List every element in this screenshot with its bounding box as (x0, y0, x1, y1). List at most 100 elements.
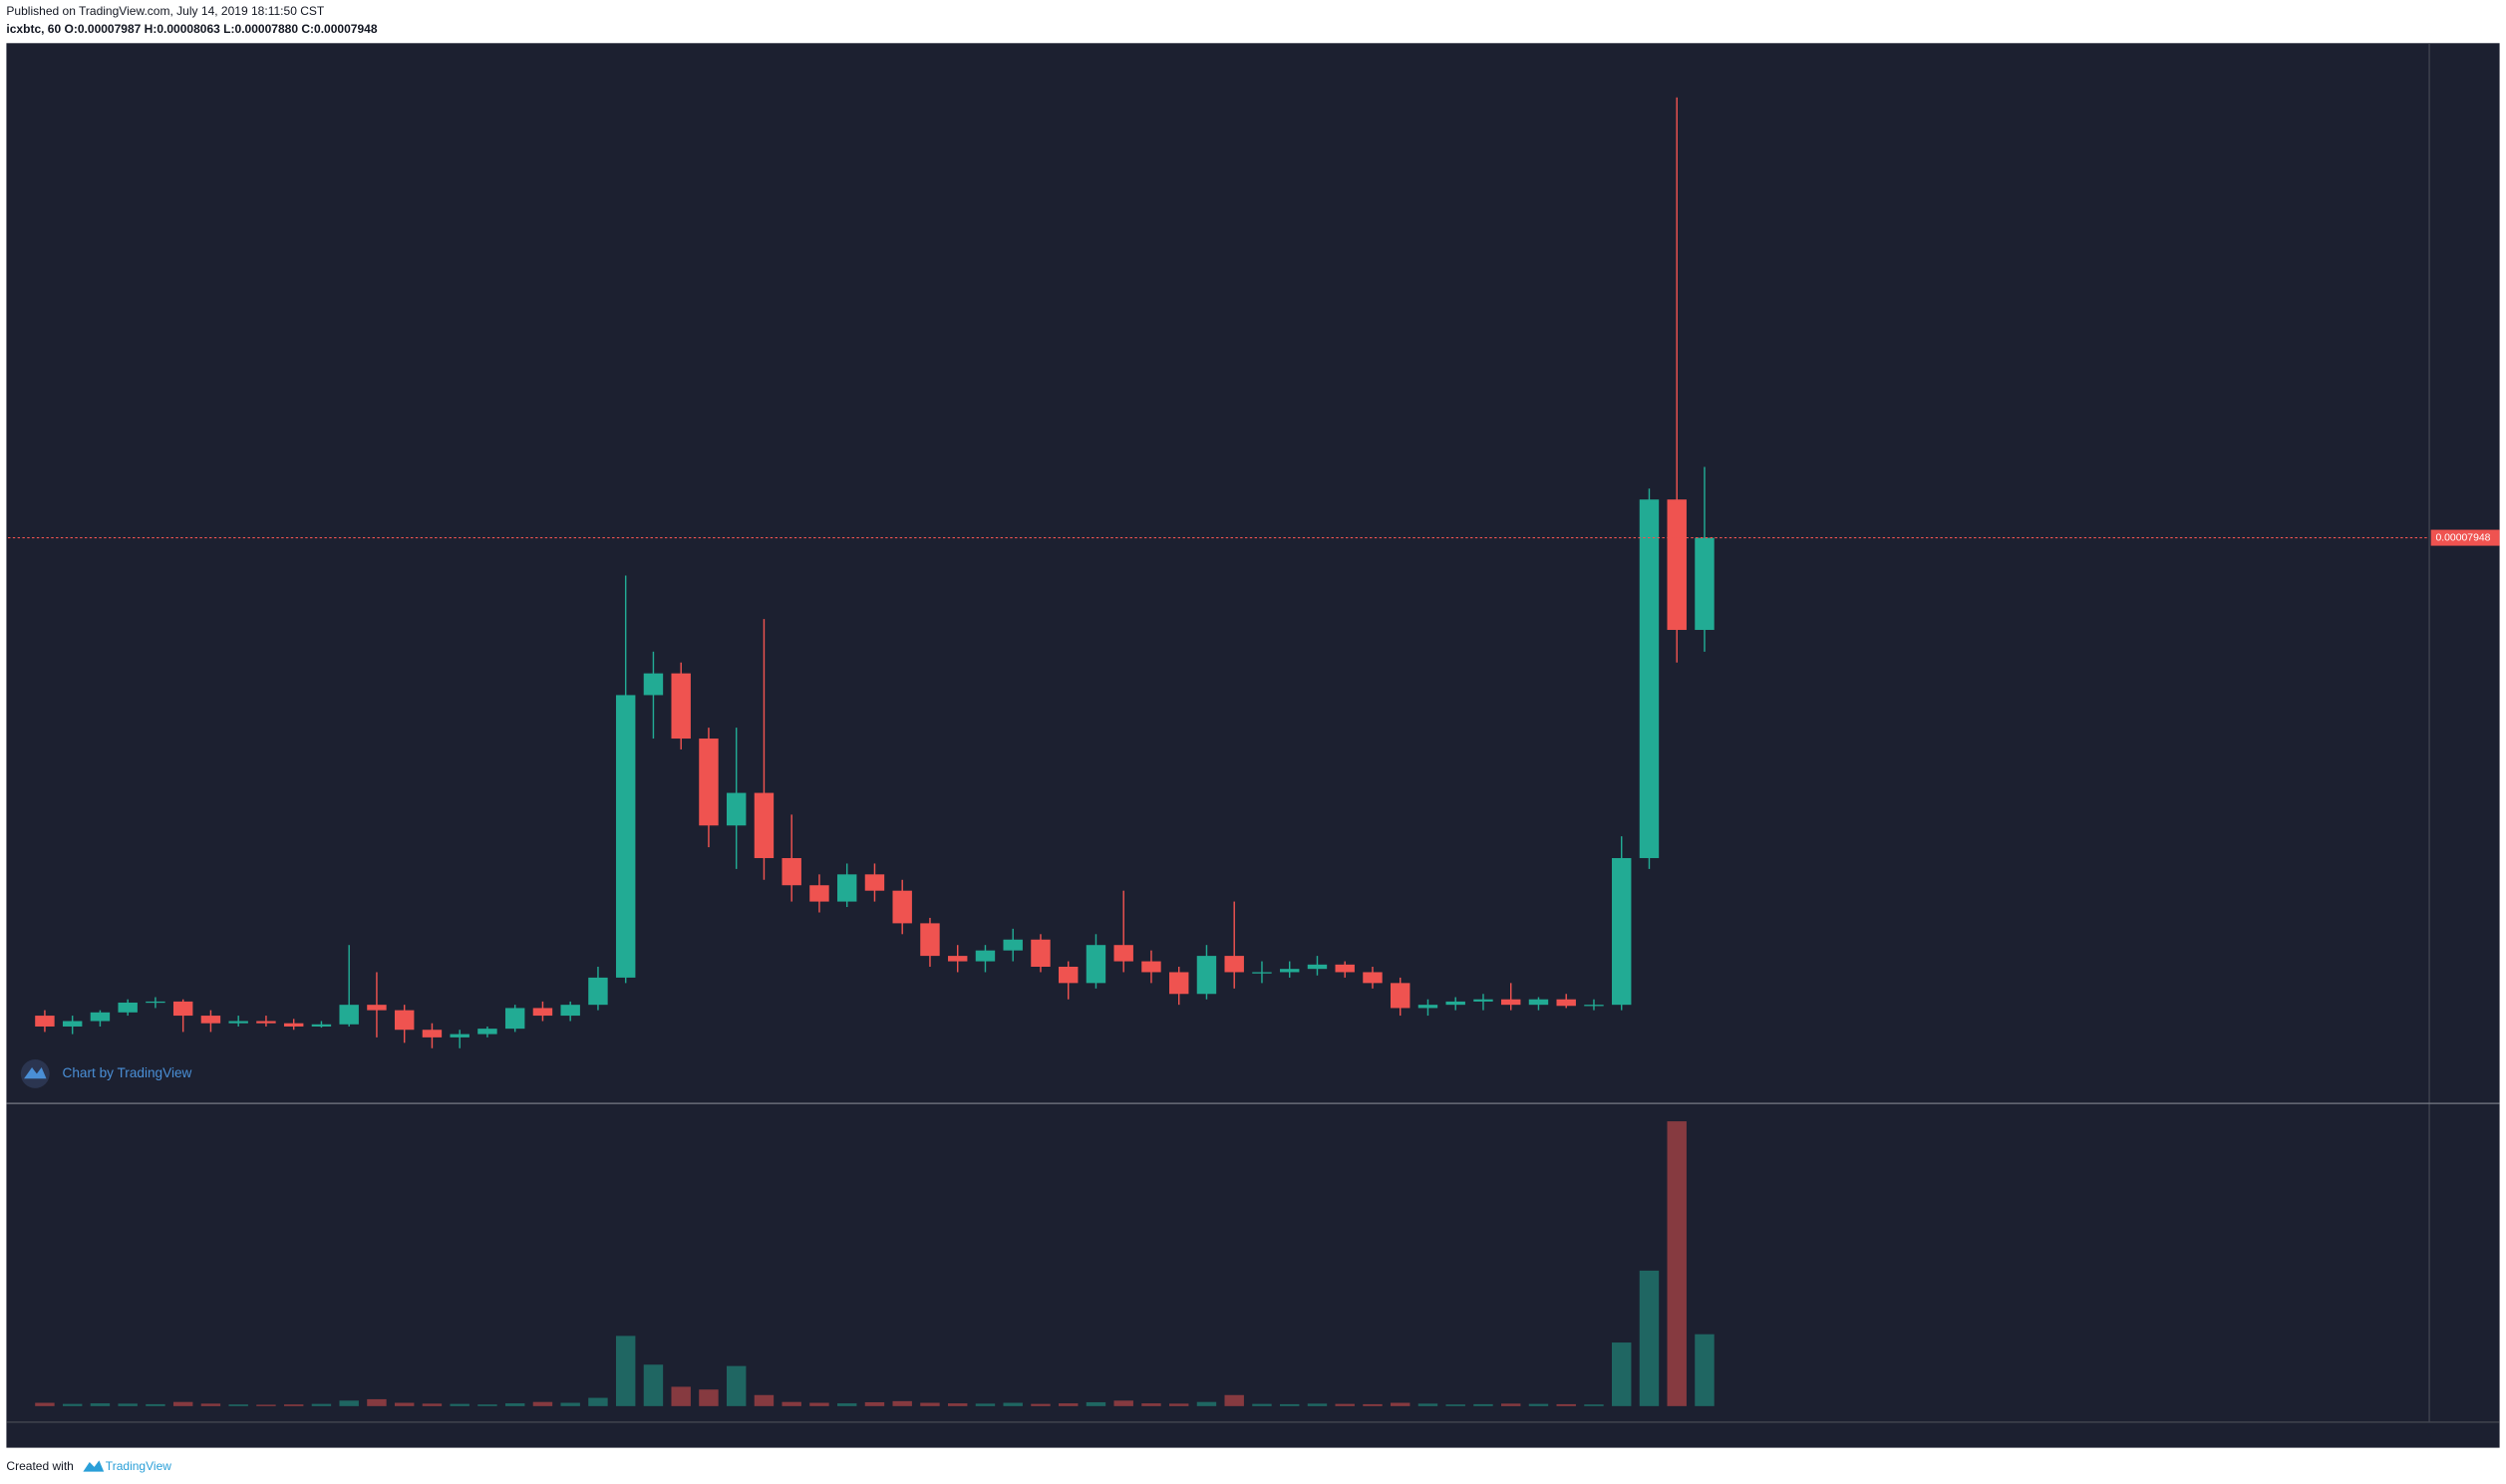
candle-body (1501, 999, 1521, 1006)
volume-bar (394, 1402, 415, 1406)
volume-bar (699, 1389, 719, 1406)
candle-body (200, 1016, 221, 1024)
candle-body (1141, 961, 1161, 973)
candle-body (1445, 1001, 1465, 1006)
volume-bar (1168, 1403, 1189, 1406)
candle-body (1168, 972, 1189, 995)
candle-body (1639, 499, 1660, 858)
candle-body (920, 923, 940, 957)
candle-body (699, 739, 719, 826)
candle-body (1196, 956, 1217, 995)
candle-body (172, 1001, 193, 1017)
candle-body (35, 1016, 55, 1027)
candle-body (394, 1010, 415, 1031)
volume-bar (35, 1402, 55, 1406)
candle-body (339, 1005, 359, 1025)
candle-body (947, 956, 968, 962)
candle-body (146, 1001, 165, 1004)
volume-bar (1473, 1403, 1493, 1406)
volume-bar (1445, 1404, 1465, 1406)
volume-bar (90, 1403, 111, 1406)
candle-body (809, 885, 829, 902)
candle-body (1584, 1005, 1604, 1007)
candle-body (228, 1021, 248, 1024)
chart-panel (6, 43, 2500, 1448)
volume-bar (228, 1404, 248, 1406)
candle-body (1307, 964, 1328, 970)
volume-bar (1252, 1403, 1272, 1406)
volume-bar (367, 1398, 387, 1406)
footer-logo (83, 1460, 105, 1472)
volume-bar (146, 1403, 165, 1406)
volume-bar (1141, 1403, 1161, 1406)
footer-brand[interactable]: TradingView (106, 1459, 171, 1473)
candle-body (1113, 945, 1133, 962)
candle-body (118, 1002, 138, 1013)
volume-bar (1501, 1403, 1521, 1406)
volume-bar (1695, 1334, 1715, 1406)
axes: 0.00007948 (2430, 529, 2500, 546)
candle-body (615, 695, 636, 978)
volume-bar (477, 1404, 497, 1406)
volume-bar (836, 1403, 857, 1406)
volume-bar (1667, 1121, 1687, 1406)
candle-body (1031, 939, 1051, 968)
volume-bar (172, 1401, 193, 1406)
candle-body (1667, 499, 1687, 631)
volume-bar (920, 1402, 940, 1406)
quote-line: icxbtc, 60 O:0.00007987 H:0.00008063 L:0… (6, 22, 377, 36)
volume-bar (256, 1404, 276, 1406)
candle-body (671, 673, 691, 740)
volume-bar (809, 1402, 829, 1406)
volume-bar (62, 1403, 83, 1406)
candle-body (836, 874, 857, 902)
candle-body (1612, 857, 1632, 1006)
volume-bar (450, 1403, 470, 1406)
candle-body (477, 1029, 497, 1035)
candle-body (1695, 537, 1715, 631)
watermark-icon-shape (24, 1067, 47, 1079)
volume-bar (1279, 1403, 1300, 1406)
watermark: Chart by TradingView (63, 1065, 192, 1080)
volume-bar (782, 1401, 801, 1406)
candle-body (311, 1024, 332, 1027)
candle-body (504, 1008, 525, 1030)
volume-bar (643, 1364, 664, 1406)
candle-body (1417, 1005, 1438, 1009)
last-price-label: 0.00007948 (2435, 532, 2490, 543)
volume-bar (200, 1403, 221, 1406)
candle-body (1252, 972, 1272, 974)
candle-body (422, 1030, 443, 1038)
candle-body (1556, 999, 1576, 1007)
volume-bar (1031, 1403, 1051, 1406)
volume-bar (947, 1403, 968, 1406)
volume-bar (1196, 1401, 1217, 1406)
candle-body (588, 977, 608, 1006)
candle-body (62, 1021, 83, 1027)
volume-bar (1584, 1404, 1604, 1406)
candle-body (782, 857, 801, 886)
volume-bar (1003, 1402, 1023, 1406)
volume-bar (283, 1404, 304, 1406)
volume-bar (560, 1402, 580, 1406)
volume-bar (504, 1403, 525, 1406)
volume-bar (1556, 1403, 1576, 1406)
candle-body (1058, 967, 1079, 984)
volume-bar (1639, 1270, 1660, 1406)
candle-body (367, 1005, 387, 1011)
candle-body (450, 1034, 470, 1038)
volume-bar (1113, 1400, 1133, 1406)
volume-bar (892, 1400, 912, 1406)
volume-bar (1335, 1403, 1355, 1406)
volume-bar (1086, 1401, 1106, 1406)
candle-body (560, 1005, 580, 1017)
candle-body (1363, 972, 1383, 984)
candle-body (90, 1012, 111, 1022)
candle-body (256, 1021, 276, 1024)
volume-bar (615, 1336, 636, 1406)
volume-bar (118, 1403, 138, 1406)
volume-bar (1417, 1403, 1438, 1406)
candle-body (1224, 956, 1244, 973)
marks (8, 97, 2430, 1406)
